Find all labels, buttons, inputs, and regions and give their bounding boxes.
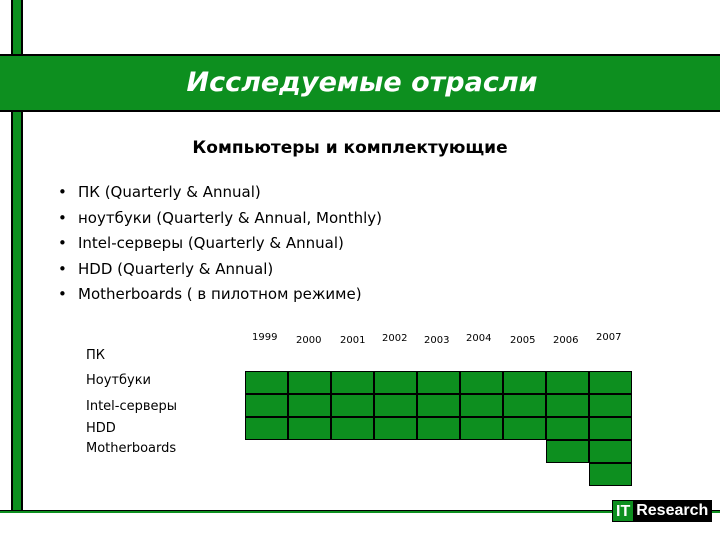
bullet-item: ПК (Quarterly & Annual) (58, 180, 382, 206)
coverage-cell (245, 371, 288, 394)
row-label: HDD (86, 421, 116, 436)
coverage-cell (503, 417, 546, 440)
year-label: 2005 (510, 335, 536, 346)
year-label: 1999 (252, 332, 278, 343)
coverage-cell (589, 463, 632, 486)
coverage-cell (589, 417, 632, 440)
left-accent-bar (11, 0, 23, 512)
bullet-item: Intel-серверы (Quarterly & Annual) (58, 231, 382, 257)
coverage-cell (589, 394, 632, 417)
coverage-cell (589, 440, 632, 463)
coverage-cell (245, 417, 288, 440)
coverage-cell (417, 417, 460, 440)
year-label: 2003 (424, 335, 450, 346)
coverage-cell (331, 371, 374, 394)
section-subtitle: Компьютеры и комплектующие (192, 138, 508, 158)
bottom-divider (0, 510, 720, 513)
year-label: 2000 (296, 335, 322, 346)
year-label: 2004 (466, 333, 492, 344)
title-band: Исследуемые отрасли (0, 54, 720, 112)
coverage-cell (589, 371, 632, 394)
year-header: 1999 2000 2001 2002 2003 2004 2005 2006 … (0, 330, 720, 350)
coverage-cell (460, 371, 503, 394)
year-label: 2001 (340, 335, 366, 346)
coverage-cell (460, 417, 503, 440)
coverage-cell (374, 394, 417, 417)
itresearch-logo: IT Research (612, 500, 713, 522)
logo-it: IT (612, 500, 635, 522)
row-label: Ноутбуки (86, 373, 152, 388)
logo-research: Research (634, 500, 713, 522)
coverage-cell (460, 394, 503, 417)
row-label: Intel-серверы (86, 399, 178, 414)
coverage-cell (288, 417, 331, 440)
row-label: ПК (86, 348, 106, 363)
year-label: 2002 (382, 333, 408, 344)
coverage-cell (374, 417, 417, 440)
year-label: 2006 (553, 335, 579, 346)
coverage-cell (546, 394, 589, 417)
year-label: 2007 (596, 332, 622, 343)
coverage-cell (331, 417, 374, 440)
row-label: Motherboards (86, 441, 177, 456)
bullet-item: HDD (Quarterly & Annual) (58, 257, 382, 283)
bullet-item: ноутбуки (Quarterly & Annual, Monthly) (58, 206, 382, 232)
coverage-cell (417, 371, 460, 394)
slide-title: Исследуемые отрасли (186, 67, 538, 98)
coverage-cell (245, 394, 288, 417)
coverage-cell (331, 394, 374, 417)
coverage-cell (546, 417, 589, 440)
bullet-item: Motherboards ( в пилотном режиме) (58, 282, 382, 308)
coverage-cell (288, 371, 331, 394)
coverage-cell (546, 440, 589, 463)
coverage-cell (546, 371, 589, 394)
coverage-cell (503, 394, 546, 417)
coverage-cell (288, 394, 331, 417)
bullet-list: ПК (Quarterly & Annual) ноутбуки (Quarte… (58, 180, 382, 308)
coverage-cell (374, 371, 417, 394)
coverage-cell (503, 371, 546, 394)
coverage-cell (417, 394, 460, 417)
